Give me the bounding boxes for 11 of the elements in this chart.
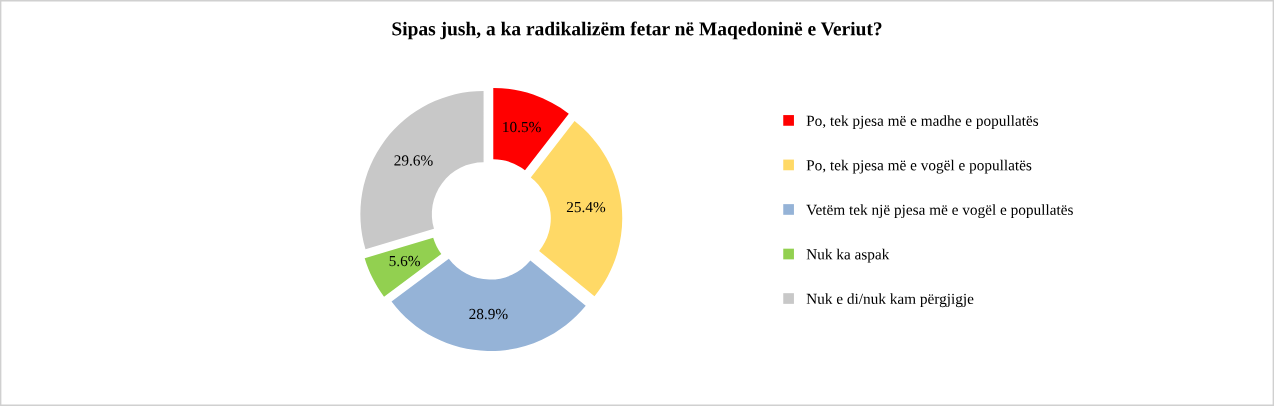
legend-label: Po, tek pjesa më e madhe e popullatës [806, 115, 1039, 130]
data-label: 5.6% [389, 255, 420, 267]
data-label: 25.4% [566, 201, 606, 213]
legend-label: Vetëm tek një pjesa më e vogël e popullatës [806, 204, 1073, 219]
chart-title: Sipas jush, a ka radikalizëm fetar në Maqedoninë e Veriut? [392, 21, 882, 40]
data-label: 28.9% [469, 308, 508, 320]
data-label: 10.5% [503, 121, 541, 133]
data-label: 29.6% [394, 155, 433, 166]
legend-label: Nuk e di/nuk kam përgjigje [806, 293, 974, 308]
legend-label: Po, tek pjesa më e vogël e popullatës [806, 159, 1032, 174]
legend-label: Nuk ka aspak [806, 248, 890, 263]
